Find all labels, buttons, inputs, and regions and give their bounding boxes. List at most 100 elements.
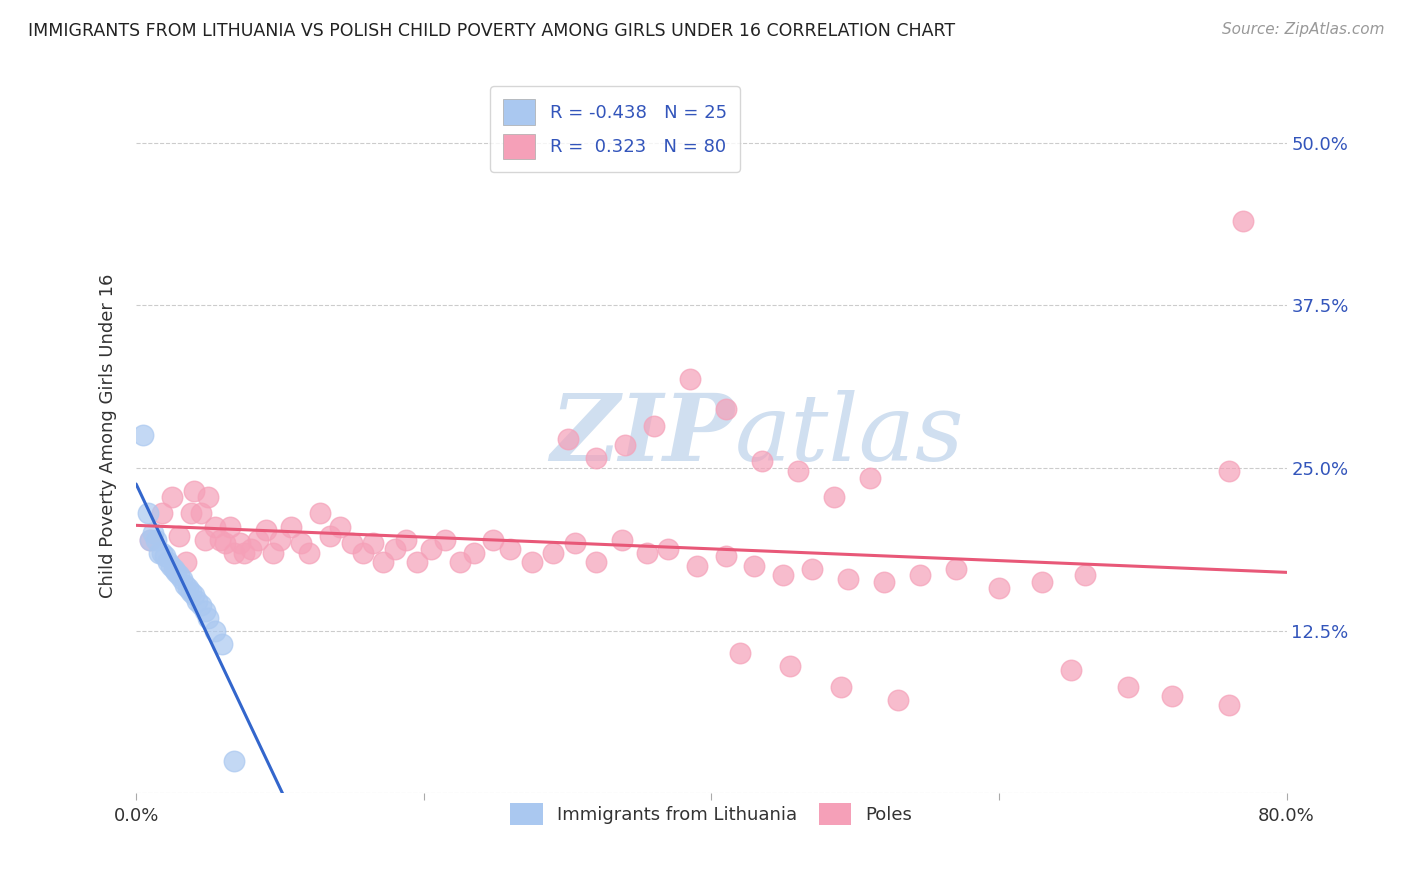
Point bbox=[728, 646, 751, 660]
Point bbox=[887, 692, 910, 706]
Point bbox=[183, 484, 205, 499]
Point bbox=[298, 545, 321, 559]
Point bbox=[165, 565, 187, 579]
Point bbox=[150, 545, 173, 559]
Point bbox=[211, 637, 233, 651]
Point bbox=[657, 541, 679, 556]
Point bbox=[190, 598, 212, 612]
Point bbox=[772, 567, 794, 582]
Point bbox=[139, 533, 162, 547]
Point bbox=[858, 471, 880, 485]
Point bbox=[153, 549, 176, 564]
Point bbox=[197, 490, 219, 504]
Point bbox=[679, 372, 702, 386]
Text: IMMIGRANTS FROM LITHUANIA VS POLISH CHILD POVERTY AMONG GIRLS UNDER 16 CORRELATI: IMMIGRANTS FROM LITHUANIA VS POLISH CHIL… bbox=[28, 22, 955, 40]
Point bbox=[167, 528, 190, 542]
Point bbox=[222, 545, 245, 559]
Point bbox=[290, 536, 312, 550]
Point bbox=[614, 437, 637, 451]
Point bbox=[194, 533, 217, 547]
Point bbox=[247, 533, 270, 547]
Point bbox=[254, 524, 277, 538]
Point bbox=[373, 555, 395, 569]
Point bbox=[779, 658, 801, 673]
Text: ZIP: ZIP bbox=[550, 391, 734, 481]
Point bbox=[145, 533, 167, 547]
Point bbox=[180, 507, 202, 521]
Point bbox=[340, 536, 363, 550]
Point bbox=[228, 536, 250, 550]
Point bbox=[156, 555, 179, 569]
Point bbox=[1074, 567, 1097, 582]
Point bbox=[395, 533, 418, 547]
Point bbox=[908, 567, 931, 582]
Point bbox=[186, 593, 208, 607]
Point bbox=[150, 507, 173, 521]
Point bbox=[204, 519, 226, 533]
Point bbox=[384, 541, 406, 556]
Point bbox=[329, 519, 352, 533]
Point bbox=[222, 754, 245, 768]
Point bbox=[564, 536, 586, 550]
Point bbox=[136, 507, 159, 521]
Point bbox=[744, 558, 766, 573]
Point bbox=[751, 454, 773, 468]
Point bbox=[520, 555, 543, 569]
Point bbox=[233, 545, 256, 559]
Point bbox=[240, 541, 263, 556]
Point bbox=[142, 526, 165, 541]
Point bbox=[714, 549, 737, 564]
Point bbox=[463, 545, 485, 559]
Point bbox=[585, 450, 607, 465]
Point bbox=[823, 490, 845, 504]
Text: Source: ZipAtlas.com: Source: ZipAtlas.com bbox=[1222, 22, 1385, 37]
Point bbox=[262, 545, 284, 559]
Point bbox=[190, 507, 212, 521]
Point bbox=[139, 533, 162, 547]
Point bbox=[280, 519, 302, 533]
Point bbox=[174, 578, 197, 592]
Point bbox=[197, 610, 219, 624]
Point bbox=[1060, 663, 1083, 677]
Point bbox=[499, 541, 522, 556]
Point bbox=[148, 545, 170, 559]
Point bbox=[988, 581, 1011, 595]
Point bbox=[945, 562, 967, 576]
Point bbox=[132, 428, 155, 442]
Point bbox=[172, 572, 194, 586]
Point bbox=[1218, 464, 1240, 478]
Point bbox=[830, 680, 852, 694]
Point bbox=[159, 558, 181, 573]
Point bbox=[801, 562, 824, 576]
Point bbox=[208, 533, 231, 547]
Point bbox=[541, 545, 564, 559]
Point bbox=[167, 567, 190, 582]
Point bbox=[214, 536, 236, 550]
Point bbox=[1218, 698, 1240, 712]
Point bbox=[309, 507, 332, 521]
Point bbox=[419, 541, 441, 556]
Point bbox=[204, 624, 226, 638]
Point bbox=[786, 464, 808, 478]
Y-axis label: Child Poverty Among Girls Under 16: Child Poverty Among Girls Under 16 bbox=[100, 273, 117, 598]
Point bbox=[218, 519, 240, 533]
Text: atlas: atlas bbox=[734, 391, 965, 481]
Point bbox=[269, 533, 291, 547]
Point bbox=[434, 533, 457, 547]
Point bbox=[177, 581, 200, 595]
Point bbox=[873, 575, 896, 590]
Point bbox=[714, 402, 737, 417]
Point bbox=[352, 545, 374, 559]
Point bbox=[319, 528, 342, 542]
Point bbox=[449, 555, 471, 569]
Legend: Immigrants from Lithuania, Poles: Immigrants from Lithuania, Poles bbox=[501, 795, 922, 834]
Point bbox=[405, 555, 427, 569]
Point bbox=[1031, 575, 1053, 590]
Point bbox=[1160, 689, 1182, 703]
Point bbox=[636, 545, 658, 559]
Point bbox=[194, 604, 217, 618]
Point bbox=[643, 419, 665, 434]
Point bbox=[612, 533, 634, 547]
Point bbox=[180, 584, 202, 599]
Point bbox=[1232, 213, 1254, 227]
